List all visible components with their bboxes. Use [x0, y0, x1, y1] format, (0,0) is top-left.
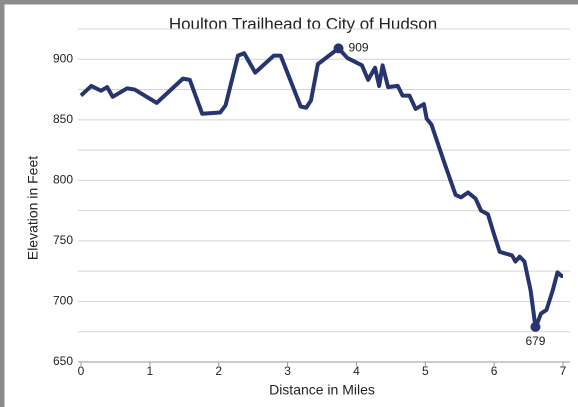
chart-title: Houlton Trailhead to City of Hudson [169, 14, 437, 33]
y-tick-label: 850 [53, 112, 73, 126]
annotation-dot [530, 321, 541, 332]
y-tick-label: 650 [53, 354, 73, 368]
x-tick-label: 3 [284, 364, 291, 378]
elevation-line [79, 46, 564, 329]
x-tick-label: 0 [78, 364, 85, 378]
x-tick-label: 2 [215, 364, 222, 378]
x-tick-label: 1 [147, 364, 154, 378]
y-tick-label: 800 [53, 173, 73, 187]
annotation-dot [333, 43, 344, 54]
y-tick-label: 700 [53, 294, 73, 308]
annotation-label: 909 [349, 41, 369, 55]
x-tick-label: 6 [491, 364, 498, 378]
y-axis-label: Elevation in Feet [25, 156, 41, 260]
x-tick-label: 7 [560, 364, 567, 378]
y-tick-label: 750 [53, 233, 73, 247]
y-tick-label: 900 [53, 51, 73, 65]
x-axis-label: Distance in Miles [269, 382, 375, 398]
annotation-label: 679 [525, 334, 545, 348]
x-tick-label: 4 [353, 364, 360, 378]
x-tick-label: 5 [422, 364, 429, 378]
